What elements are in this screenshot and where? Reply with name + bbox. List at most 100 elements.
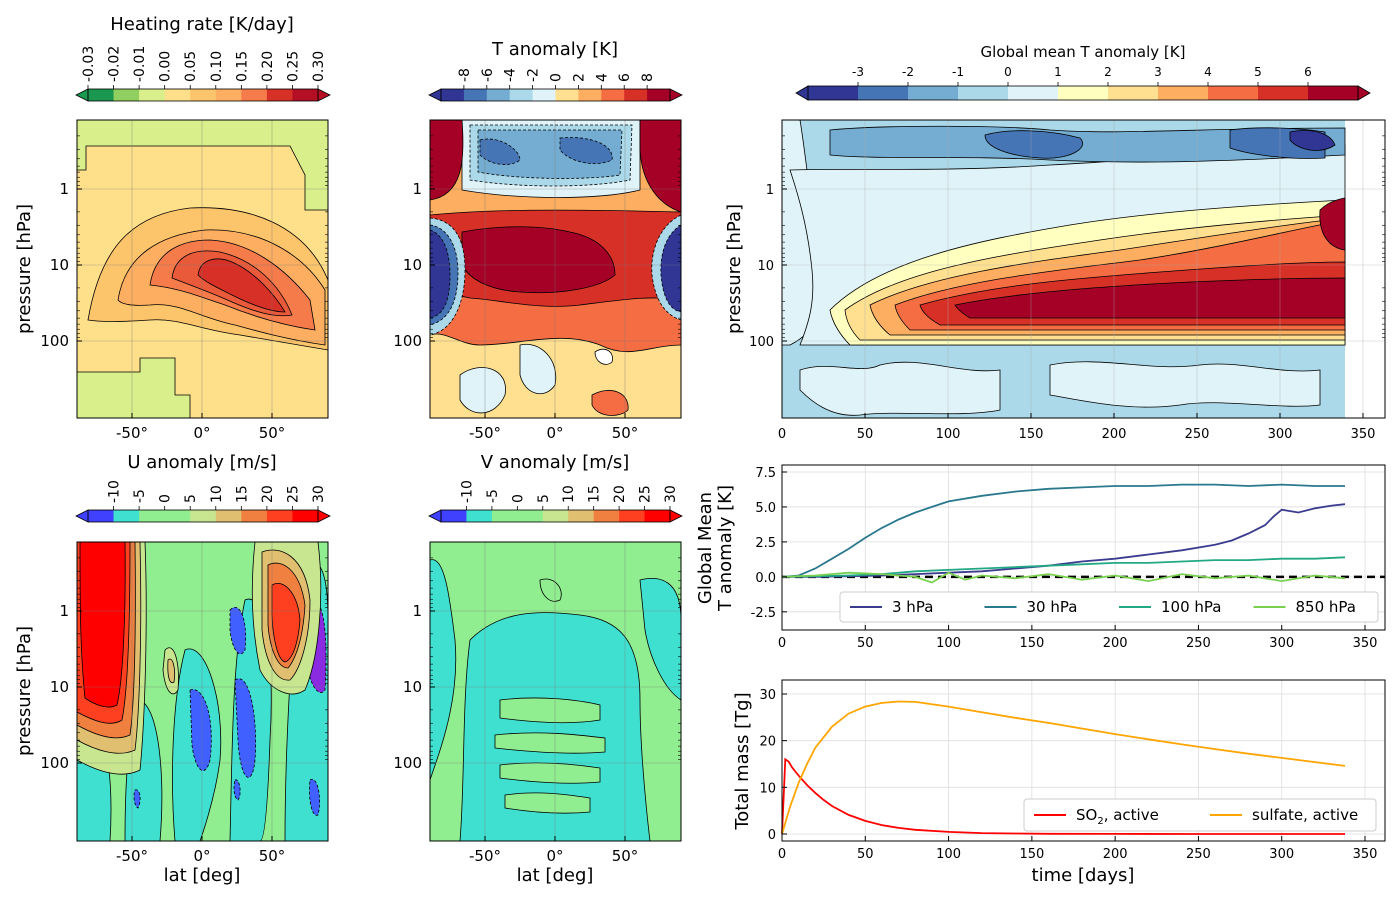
heating-cbar-tick-label: 0.20 — [260, 51, 276, 82]
total-mass-xtick-label: 100 — [936, 847, 961, 862]
u-anomaly-cbar-arrow-left — [75, 509, 89, 523]
u-anomaly-xtick-label: -50° — [116, 847, 148, 865]
t-anomaly-cbar-segment — [463, 89, 488, 101]
u-anomaly-xlabel: lat [deg] — [164, 865, 241, 886]
global-t-cbar-tick-label: -2 — [902, 65, 914, 79]
v-anomaly-ytick-label: 100 — [393, 754, 422, 772]
global-t-cbar-arrow-left — [795, 85, 809, 101]
total-mass-legend-label: sulfate, active — [1252, 806, 1358, 824]
heating-cbar-tick-label: 0.30 — [311, 51, 327, 82]
v-anomaly-ytick-label: 10 — [403, 678, 422, 696]
u-anomaly-cbar-segment — [113, 510, 140, 522]
u-anomaly-cbar-tick-label: 25 — [285, 485, 301, 503]
heating-cbar-segment — [292, 89, 319, 101]
v-anomaly-xtick-label: -50° — [469, 847, 501, 865]
global-t-xtick-label: 200 — [1102, 427, 1127, 442]
t-anomaly-xtick-label: 50° — [612, 424, 639, 442]
u-anomaly-xtick-label: 50° — [259, 847, 286, 865]
global-t-xtick-label: 350 — [1351, 427, 1376, 442]
global-t-cbar-segment — [858, 86, 909, 100]
total-mass-ytick-label: 20 — [759, 735, 776, 750]
total-mass-xtick-label: 300 — [1269, 847, 1294, 862]
u-anomaly-cbar-tick-label: 15 — [234, 485, 250, 503]
heating-cbar-tick-label: 0.10 — [209, 51, 225, 82]
v-anomaly-cbar-arrow-left — [428, 509, 442, 523]
v-anomaly-contour-field — [430, 542, 681, 841]
u-anomaly-ytick-label: 1 — [59, 602, 69, 620]
v-anomaly-xtick-label: 0° — [546, 847, 563, 865]
global-mean-line-chart: 0 50 100 150 200 250 300 350 7.5 5.0 2.5 0.0 -2.5 3 h… — [751, 464, 1386, 651]
u-anomaly-title: U anomaly [m/s] — [127, 452, 276, 473]
heating-cbar-segment — [164, 89, 191, 101]
global-mean-ytick-label: 2.5 — [755, 536, 776, 551]
global-t-xtick-label: 0 — [778, 427, 786, 442]
total-mass-legend-label: SO2, active — [1076, 806, 1159, 827]
global-mean-xtick-label: 100 — [936, 636, 961, 651]
total-mass-xtick-label: 250 — [1186, 847, 1211, 862]
u-anomaly-cbar-tick-label: 5 — [183, 494, 199, 503]
u-anomaly-panel: U anomaly [m/s] -10 -5 0 5 10 15 20 25 30 — [14, 452, 331, 886]
u-anomaly-cbar-tick-label: -10 — [107, 480, 123, 503]
total-mass-xlabel: time [days] — [1032, 865, 1135, 886]
t-anomaly-cbar-tick-label: 4 — [594, 73, 610, 82]
global-t-cbar-tick-label: -3 — [852, 65, 864, 79]
heating-xtick-label: 0° — [193, 424, 210, 442]
u-anomaly-cbar-tick-label: 10 — [209, 485, 225, 503]
global-t-cbar-frame — [807, 85, 1359, 101]
heating-ytick-label: 10 — [50, 256, 69, 274]
t-anomaly-cbar-tick-label: -4 — [503, 68, 519, 82]
global-mean-legend-label: 850 hPa — [1296, 598, 1356, 616]
total-mass-xtick-label: 350 — [1353, 847, 1378, 862]
t-anomaly-cbar-arrow-left — [428, 88, 442, 102]
t-anomaly-colorbar: -8 -6 -4 -2 0 2 4 6 8 — [428, 68, 683, 102]
global-t-cbar-segment — [1008, 86, 1059, 100]
heating-cbar-segment — [190, 89, 217, 101]
global-mean-xtick-label: 200 — [1103, 636, 1128, 651]
u-anomaly-cbar-frame — [87, 509, 319, 523]
global-t-ylabel: pressure [hPa] — [724, 204, 745, 334]
heating-title: Heating rate [K/day] — [110, 14, 294, 35]
heating-cbar-segment — [139, 89, 166, 101]
total-mass-legend-label-sub: 2 — [1097, 816, 1103, 827]
total-mass-legend-label-rest: , active — [1104, 806, 1159, 824]
u-anomaly-colorbar: -10 -5 0 5 10 15 20 25 30 — [75, 480, 331, 523]
v-anomaly-title: V anomaly [m/s] — [481, 452, 629, 473]
heating-cbar-tick-label: -0.02 — [107, 46, 123, 82]
total-mass-ytick-label: 10 — [759, 781, 776, 796]
global-t-cbar-tick-label: 0 — [1004, 65, 1012, 79]
heating-cbar-segment — [266, 89, 293, 101]
global-t-cbar-segment — [1108, 86, 1159, 100]
global-mean-ylabel-line1: Global Mean — [695, 492, 716, 604]
u-anomaly-ytick-label: 10 — [50, 678, 69, 696]
t-anomaly-cbar-tick-label: -6 — [480, 68, 496, 82]
u-anomaly-cbar-segment — [215, 510, 242, 522]
heating-axes: -50° 0° 50° 1 10 100 — [40, 119, 329, 442]
global-t-cbar-tick-label: 2 — [1104, 65, 1112, 79]
t-anomaly-cbar-tick-label: 2 — [571, 73, 587, 82]
t-anomaly-panel: T anomaly [K] -8 -6 -4 -2 0 2 4 6 8 -50° 0° 5 — [393, 39, 683, 442]
t-anomaly-cbar-tick-label: -8 — [457, 68, 473, 82]
t-anomaly-cbar-arrow-right — [669, 88, 683, 102]
t-anomaly-ytick-label: 100 — [393, 332, 422, 350]
global-mean-legend-label: 100 hPa — [1161, 598, 1221, 616]
heating-ytick-label: 100 — [40, 332, 69, 350]
heating-cbar-segment — [88, 89, 115, 101]
u-anomaly-cbar-arrow-right — [317, 509, 331, 523]
t-anomaly-cbar-segment — [578, 89, 602, 101]
global-t-title: Global mean T anomaly [K] — [981, 43, 1186, 61]
t-anomaly-xtick-label: -50° — [469, 424, 501, 442]
global-t-cbar-segment — [1208, 86, 1259, 100]
global-t-cbar-tick-label: 3 — [1154, 65, 1162, 79]
u-anomaly-ytick-label: 100 — [40, 754, 69, 772]
global-t-cbar-segment — [808, 86, 859, 100]
global-mean-xtick-label: 300 — [1269, 636, 1294, 651]
global-mean-series-line-3 — [781, 571, 1346, 584]
v-anomaly-cbar-tick-label: -5 — [485, 489, 501, 503]
u-anomaly-axes: -50° 0° 50° 1 10 100 — [40, 541, 329, 865]
global-t-panel: Global mean T anomaly [K] -3 -2 -1 0 1 2 3 4 5 6 … — [724, 43, 1386, 442]
global-t-xtick-label: 50 — [857, 427, 874, 442]
heating-cbar-tick-label: 0.05 — [183, 51, 199, 82]
heating-cbar-tick-label: -0.03 — [81, 46, 97, 82]
global-mean-legend-label: 30 hPa — [1027, 598, 1078, 616]
